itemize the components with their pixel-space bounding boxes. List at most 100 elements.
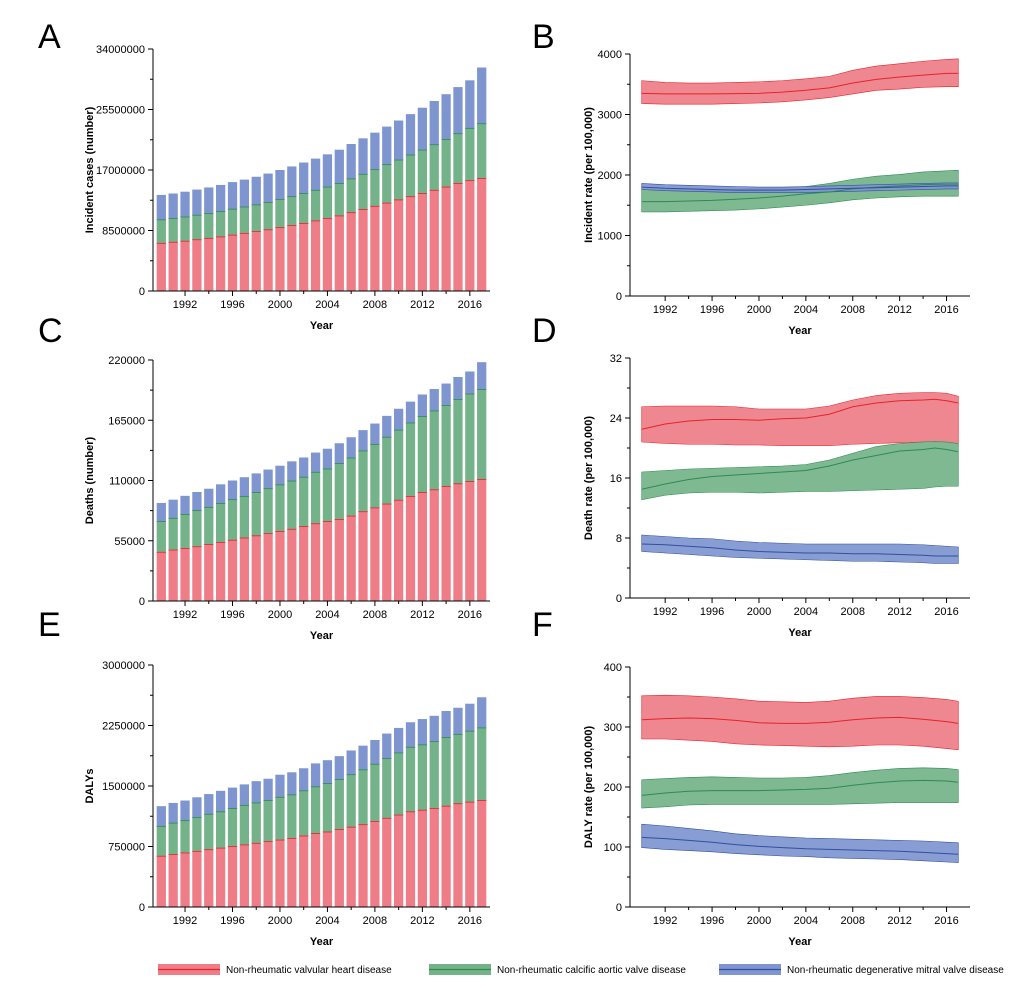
bar-valvular-2004 <box>322 831 333 907</box>
bar-dmvd-2000 <box>275 170 285 200</box>
bar-cavd-1992 <box>180 216 190 242</box>
bar-valvular-1997 <box>239 233 249 291</box>
y-tick-label: 0 <box>616 593 622 605</box>
y-tick-label: 110000 <box>109 476 145 488</box>
bar-valvular-2012 <box>417 492 427 601</box>
bar-dmvd-2005 <box>334 443 344 464</box>
bar-dmvd-2009 <box>382 415 392 438</box>
bar-cavd-2017 <box>477 727 487 801</box>
bar-valvular-2004 <box>322 218 333 291</box>
panel-letter: D <box>532 312 557 350</box>
bar-cavd-2000 <box>275 797 285 841</box>
bar-valvular-2002 <box>299 836 309 907</box>
bar-cavd-2005 <box>334 183 344 216</box>
bar-valvular-1991 <box>168 550 178 601</box>
x-tick-label: 2008 <box>363 299 387 311</box>
bar-valvular-1994 <box>204 544 214 601</box>
bar-valvular-1992 <box>180 548 190 601</box>
bar-cavd-2000 <box>275 484 285 532</box>
bar-cavd-1999 <box>263 488 273 534</box>
legend-item-valvular: Non-rheumatic valvular heart disease <box>158 964 392 976</box>
panel-D: D 0 8 16 24 32 1992 1996 2000 2004 2008 2012 2016 Yea… <box>532 312 970 639</box>
x-tick-label: 2012 <box>887 606 911 618</box>
axes: 0 8500000 17000000 25500000 34000000 1992 1996… <box>84 44 490 332</box>
bar-valvular-1999 <box>263 841 273 907</box>
bar-valvular-1993 <box>192 851 202 907</box>
x-tick-label: 2016 <box>458 609 482 621</box>
bar-dmvd-1990 <box>156 502 166 522</box>
bar-cavd-2007 <box>358 450 368 512</box>
y-axis-title: DALYs <box>84 768 96 803</box>
x-tick-label: 2012 <box>887 915 911 927</box>
x-tick-label: 1996 <box>220 915 244 927</box>
bar-cavd-2011 <box>405 747 416 812</box>
bar-valvular-2015 <box>453 183 463 291</box>
bar-valvular-2001 <box>287 225 297 291</box>
bar-cavd-1991 <box>168 823 178 855</box>
band-valvular <box>641 694 959 751</box>
bar-valvular-2007 <box>358 209 368 291</box>
bar-cavd-2016 <box>465 128 475 181</box>
bar-valvular-2000 <box>275 227 285 291</box>
bar-valvular-2014 <box>441 187 451 291</box>
bar-dmvd-2000 <box>275 465 285 485</box>
y-tick-label: 220000 <box>108 355 145 367</box>
bar-valvular-1998 <box>251 535 261 601</box>
bar-valvular-1991 <box>168 242 178 291</box>
x-tick-label: 2000 <box>747 915 771 927</box>
y-tick-label: 200 <box>604 782 622 794</box>
bar-dmvd-1993 <box>192 797 202 818</box>
bar-dmvd-1992 <box>180 191 190 217</box>
bar-cavd-2004 <box>322 469 333 522</box>
bar-dmvd-2012 <box>417 719 427 745</box>
bar-dmvd-2011 <box>405 401 416 423</box>
mean-line-valvular <box>641 716 959 724</box>
bar-valvular-2002 <box>299 526 309 601</box>
x-axis-title: Year <box>310 630 334 642</box>
bar-cavd-2011 <box>405 155 416 197</box>
bar-cavd-1994 <box>204 507 214 545</box>
axes: 0 100 200 300 400 1992 1996 2000 2004 2008 2012 201… <box>583 662 970 948</box>
bar-valvular-2003 <box>310 220 321 291</box>
bar-cavd-1997 <box>239 207 249 234</box>
bar-cavd-1996 <box>227 808 238 847</box>
bar-valvular-2012 <box>417 193 427 291</box>
bar-valvular-2010 <box>394 199 404 291</box>
x-tick-label: 2000 <box>747 304 771 316</box>
legend-label: Non-rheumatic valvular heart disease <box>226 965 392 976</box>
y-tick-label: 0 <box>139 596 145 608</box>
x-tick-label: 2008 <box>841 606 865 618</box>
bar-cavd-1998 <box>251 492 261 536</box>
bar-cavd-2001 <box>287 196 297 226</box>
bar-dmvd-1990 <box>156 806 166 827</box>
bar-cavd-2000 <box>275 199 285 228</box>
bar-dmvd-2017 <box>477 67 487 124</box>
bar-valvular-2006 <box>346 516 356 601</box>
band-cavd <box>641 767 959 809</box>
bar-dmvd-2012 <box>417 394 427 417</box>
bar-valvular-2009 <box>382 818 392 907</box>
mean-line-valvular <box>641 398 959 430</box>
bar-cavd-2003 <box>310 472 321 524</box>
bar-dmvd-1995 <box>216 484 226 504</box>
bar-valvular-2005 <box>334 829 344 907</box>
bar-dmvd-2016 <box>465 703 475 732</box>
bar-cavd-1998 <box>251 204 261 232</box>
legend-label: Non-rheumatic calcific aortic valve dise… <box>497 965 686 976</box>
y-tick-label: 1500000 <box>102 781 145 793</box>
x-tick-label: 2000 <box>268 299 292 311</box>
x-tick-label: 2008 <box>841 915 865 927</box>
bar-dmvd-2016 <box>465 80 475 129</box>
bar-dmvd-1996 <box>227 182 238 210</box>
bar-valvular-1999 <box>263 229 273 291</box>
x-tick-label: 2004 <box>794 606 818 618</box>
bar-dmvd-2007 <box>358 430 368 451</box>
bar-cavd-2010 <box>394 752 404 816</box>
bar-cavd-2014 <box>441 405 451 487</box>
bar-dmvd-2007 <box>358 745 368 770</box>
x-tick-label: 1992 <box>653 606 677 618</box>
bar-cavd-2015 <box>453 399 463 484</box>
bar-valvular-2005 <box>334 519 344 601</box>
bar-cavd-2009 <box>382 164 392 204</box>
